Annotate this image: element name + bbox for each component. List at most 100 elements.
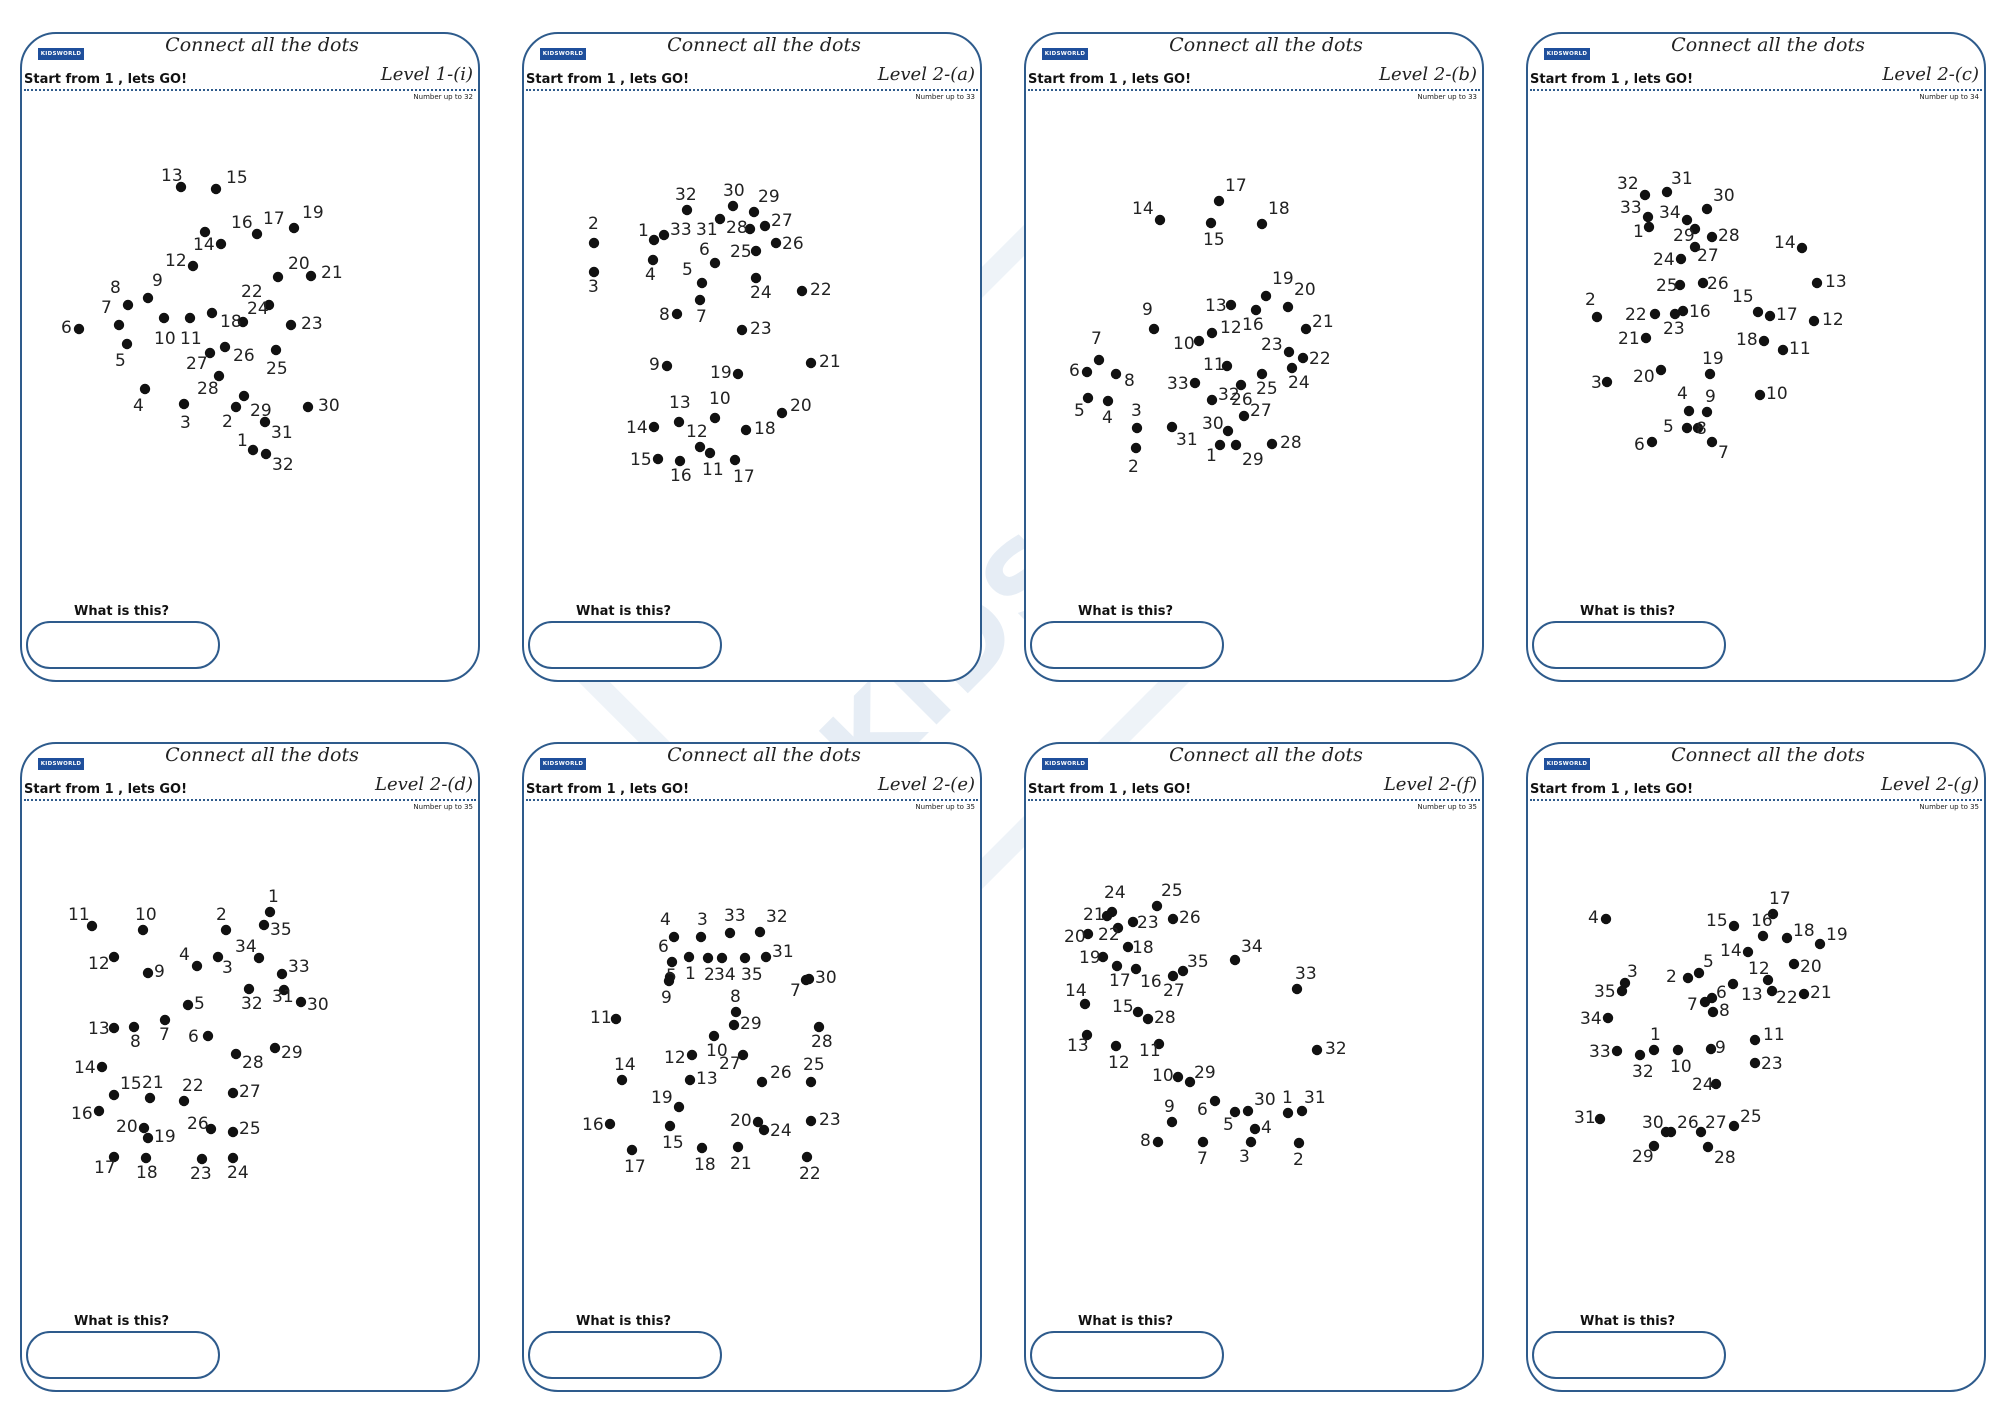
dot-6[interactable]	[709, 257, 721, 269]
dot-18[interactable]	[1122, 941, 1134, 953]
dot-29[interactable]	[1184, 1076, 1196, 1088]
dot-30[interactable]	[1701, 203, 1713, 215]
dot-30[interactable]	[295, 996, 307, 1008]
dot-16[interactable]	[604, 1118, 616, 1130]
answer-box[interactable]	[26, 621, 220, 669]
dot-8[interactable]	[1152, 1136, 1164, 1148]
dot-23[interactable]	[1283, 346, 1295, 358]
dot-17[interactable]	[626, 1144, 638, 1156]
dot-29[interactable]	[1230, 439, 1242, 451]
dot-23[interactable]	[285, 319, 297, 331]
dot-1[interactable]	[264, 906, 276, 918]
dot-8[interactable]	[128, 1021, 140, 1033]
dot-29[interactable]	[238, 390, 250, 402]
dot-24[interactable]	[758, 1124, 770, 1136]
dot-17[interactable]	[1111, 960, 1123, 972]
dot-20[interactable]	[1082, 928, 1094, 940]
dot-7[interactable]	[1093, 354, 1105, 366]
dot-22[interactable]	[1112, 922, 1124, 934]
dot-19[interactable]	[673, 1101, 685, 1113]
dot-8[interactable]	[122, 299, 134, 311]
dot-15[interactable]	[1752, 306, 1764, 318]
dot-30[interactable]	[727, 200, 739, 212]
dot-11[interactable]	[86, 920, 98, 932]
dot-35[interactable]	[739, 952, 751, 964]
dot-11[interactable]	[184, 312, 196, 324]
dot-26[interactable]	[770, 237, 782, 249]
dot-32[interactable]	[260, 448, 272, 460]
dot-15[interactable]	[210, 183, 222, 195]
dot-13[interactable]	[175, 181, 187, 193]
dot-18[interactable]	[1758, 335, 1770, 347]
dot-28[interactable]	[1702, 1141, 1714, 1153]
dot-28[interactable]	[1706, 231, 1718, 243]
dot-28[interactable]	[1142, 1013, 1154, 1025]
dot-33[interactable]	[658, 229, 670, 241]
dot-9[interactable]	[1148, 323, 1160, 335]
dot-19[interactable]	[142, 1132, 154, 1144]
dot-25[interactable]	[1151, 900, 1163, 912]
dot-33[interactable]	[1611, 1045, 1623, 1057]
dot-20[interactable]	[752, 1116, 764, 1128]
dot-10[interactable]	[1754, 389, 1766, 401]
dot-21[interactable]	[805, 357, 817, 369]
dot-27[interactable]	[1695, 1126, 1707, 1138]
dot-29[interactable]	[748, 206, 760, 218]
dot-4[interactable]	[1249, 1123, 1261, 1135]
dot-11[interactable]	[610, 1013, 622, 1025]
dot-13[interactable]	[1225, 299, 1237, 311]
dot-2[interactable]	[702, 952, 714, 964]
dot-8[interactable]	[1707, 1006, 1719, 1018]
dot-1[interactable]	[1648, 1044, 1660, 1056]
dot-31[interactable]	[259, 416, 271, 428]
dot-17[interactable]	[729, 454, 741, 466]
answer-box[interactable]	[1532, 621, 1726, 669]
dot-11[interactable]	[1777, 344, 1789, 356]
dot-31[interactable]	[714, 213, 726, 225]
dot-19[interactable]	[288, 222, 300, 234]
dot-19[interactable]	[1704, 368, 1716, 380]
answer-box[interactable]	[1030, 621, 1224, 669]
dot-19[interactable]	[1097, 951, 1109, 963]
dot-16[interactable]	[1677, 305, 1689, 317]
dot-30[interactable]	[1222, 425, 1234, 437]
dot-22[interactable]	[1297, 352, 1309, 364]
dot-19[interactable]	[1814, 938, 1826, 950]
dot-16[interactable]	[199, 226, 211, 238]
dot-15[interactable]	[664, 1120, 676, 1132]
dot-26[interactable]	[1697, 277, 1709, 289]
dot-23[interactable]	[736, 324, 748, 336]
dot-24[interactable]	[1286, 362, 1298, 374]
dot-1[interactable]	[247, 444, 259, 456]
dot-14[interactable]	[648, 421, 660, 433]
dot-5[interactable]	[121, 338, 133, 350]
dot-28[interactable]	[213, 370, 225, 382]
dot-1[interactable]	[1214, 439, 1226, 451]
dot-5[interactable]	[182, 999, 194, 1011]
dot-22[interactable]	[796, 285, 808, 297]
dot-10[interactable]	[1193, 335, 1205, 347]
dot-6[interactable]	[1706, 992, 1718, 1004]
dot-24[interactable]	[750, 272, 762, 284]
dot-18[interactable]	[1781, 932, 1793, 944]
dot-30[interactable]	[302, 401, 314, 413]
dot-21[interactable]	[1798, 988, 1810, 1000]
dot-2[interactable]	[1682, 972, 1694, 984]
dot-20[interactable]	[1282, 301, 1294, 313]
dot-2[interactable]	[1293, 1137, 1305, 1149]
dot-24[interactable]	[1675, 253, 1687, 265]
dot-33[interactable]	[1642, 211, 1654, 223]
dot-4[interactable]	[1683, 405, 1695, 417]
dot-26[interactable]	[219, 341, 231, 353]
dot-21[interactable]	[1640, 332, 1652, 344]
dot-6[interactable]	[1081, 366, 1093, 378]
dot-7[interactable]	[1197, 1136, 1209, 1148]
dot-15[interactable]	[1132, 1006, 1144, 1018]
dot-5[interactable]	[1693, 967, 1705, 979]
dot-17[interactable]	[108, 1151, 120, 1163]
dot-14[interactable]	[1742, 946, 1754, 958]
dot-7[interactable]	[800, 974, 812, 986]
dot-2[interactable]	[220, 924, 232, 936]
dot-26[interactable]	[1235, 379, 1247, 391]
dot-3[interactable]	[1601, 376, 1613, 388]
